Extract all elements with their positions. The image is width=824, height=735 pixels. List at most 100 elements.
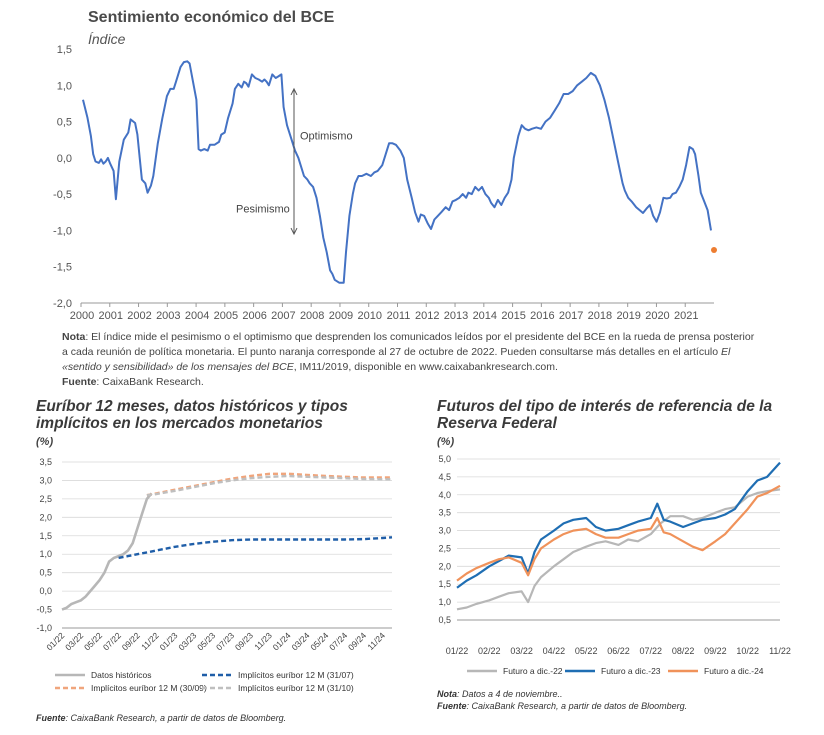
y-tick-label: 2,0 bbox=[39, 512, 52, 522]
x-tick-label: 2010 bbox=[357, 310, 381, 322]
series-line bbox=[146, 474, 392, 497]
x-tick-label: 05/22 bbox=[575, 646, 598, 656]
y-tick-label: 1,5 bbox=[57, 44, 72, 56]
x-tick-label: 2012 bbox=[415, 310, 439, 322]
x-tick-label: 2016 bbox=[530, 310, 554, 322]
y-tick-label: 0,0 bbox=[39, 586, 52, 596]
y-tick-label: 3,5 bbox=[39, 457, 52, 467]
y-tick-label: 1,5 bbox=[438, 579, 451, 589]
x-tick-label: 2020 bbox=[645, 310, 669, 322]
y-tick-label: 1,0 bbox=[39, 549, 52, 559]
y-tick-label: 5,0 bbox=[438, 454, 451, 464]
legend-label: Implícitos euríbor 12 M (30/09) bbox=[91, 683, 207, 693]
y-tick-label: 3,0 bbox=[438, 526, 451, 536]
y-tick-label: 1,0 bbox=[57, 80, 72, 92]
note-italic-top: El «sentido y sensibilidad» de los mensa… bbox=[62, 346, 731, 373]
x-tick-label: 2003 bbox=[156, 310, 180, 322]
chart-unit-fed: (%) bbox=[437, 436, 455, 448]
x-tick-label: 2000 bbox=[70, 310, 94, 322]
y-tick-label: 0,5 bbox=[57, 117, 72, 129]
legend-label: Implícitos euríbor 12 M (31/10) bbox=[238, 683, 354, 693]
note-text-fed: : Datos a 4 de noviembre.. bbox=[457, 689, 563, 699]
series-line bbox=[456, 461, 781, 589]
source-euribor: Fuente: CaixaBank Research, a partir de … bbox=[36, 713, 286, 723]
y-tick-label: 1,0 bbox=[438, 597, 451, 607]
x-tick-label: 2013 bbox=[444, 310, 468, 322]
source-text-euribor: : CaixaBank Research, a partir de datos … bbox=[65, 713, 287, 723]
x-tick-label: 2009 bbox=[329, 310, 353, 322]
y-tick-label: 2,5 bbox=[39, 494, 52, 504]
x-tick-label: 06/22 bbox=[607, 646, 630, 656]
x-tick-label: 2017 bbox=[559, 310, 583, 322]
y-tick-label: 0,5 bbox=[39, 568, 52, 578]
y-tick-label: 0,0 bbox=[57, 153, 72, 165]
legend-label: Futuro a dic.-23 bbox=[601, 666, 661, 676]
y-tick-label: 1,5 bbox=[39, 531, 52, 541]
x-tick-label: 01/22 bbox=[446, 646, 469, 656]
y-tick-label: 4,5 bbox=[438, 472, 451, 482]
x-tick-label: 2006 bbox=[242, 310, 266, 322]
x-tick-label: 2011 bbox=[387, 310, 411, 322]
x-tick-label: 09/22 bbox=[704, 646, 727, 656]
x-tick-label: 2002 bbox=[127, 310, 151, 322]
x-tick-label: 2001 bbox=[99, 310, 123, 322]
source-label-top: Fuente bbox=[62, 376, 97, 388]
y-tick-label: 2,5 bbox=[438, 543, 451, 553]
x-tick-label: 10/22 bbox=[736, 646, 759, 656]
x-tick-label: 11/22 bbox=[769, 646, 791, 656]
y-tick-label: -1,5 bbox=[53, 262, 72, 274]
x-tick-label: 2021 bbox=[674, 310, 698, 322]
source-label-euribor: Fuente bbox=[36, 713, 66, 723]
x-tick-label: 04/22 bbox=[543, 646, 566, 656]
legend-label: Futuro a dic.-24 bbox=[704, 666, 764, 676]
note-top: Nota: El índice mide el pesimismo o el o… bbox=[62, 330, 762, 390]
x-tick-label: 08/22 bbox=[672, 646, 695, 656]
y-tick-label: -1,0 bbox=[53, 225, 72, 237]
series-line bbox=[61, 492, 153, 611]
y-tick-label: -0,5 bbox=[36, 605, 52, 615]
y-tick-label: -2,0 bbox=[53, 298, 72, 310]
sentiment-line bbox=[82, 60, 712, 284]
chart-subtitle-top: Índice bbox=[88, 31, 126, 47]
x-tick-label: 2018 bbox=[588, 310, 612, 322]
legend-label: Futuro a dic.-22 bbox=[503, 666, 563, 676]
latest-point-marker bbox=[711, 247, 717, 254]
source-text-fed: : CaixaBank Research, a partir de datos … bbox=[466, 701, 688, 711]
note-text-top: : El índice mide el pesimismo o el optim… bbox=[62, 331, 755, 358]
series-line bbox=[118, 536, 393, 560]
x-tick-label: 07/22 bbox=[640, 646, 663, 656]
y-tick-label: 0,5 bbox=[438, 615, 451, 625]
note-label-fed: Nota bbox=[437, 689, 457, 699]
chart-title-euribor: Euríbor 12 meses, datos históricos y tip… bbox=[36, 398, 348, 432]
annotation-pesimismo: Pesimismo bbox=[236, 203, 290, 215]
series-line bbox=[456, 484, 781, 582]
arrow-up-head bbox=[290, 87, 298, 96]
source-text-top: : CaixaBank Research. bbox=[96, 376, 204, 388]
notes-fed: Nota: Datos a 4 de noviembre.. Fuente: C… bbox=[437, 688, 687, 712]
x-tick-label: 02/22 bbox=[478, 646, 501, 656]
x-tick-label: 2014 bbox=[473, 310, 497, 322]
x-tick-label: 2004 bbox=[185, 310, 209, 322]
note-end-top: , IM11/2019, disponible en www.caixabank… bbox=[293, 361, 558, 373]
arrow-down-head bbox=[290, 227, 298, 236]
y-tick-label: 3,0 bbox=[39, 475, 52, 485]
legend-label: Implícitos euríbor 12 M (31/07) bbox=[238, 670, 354, 680]
y-tick-label: 4,0 bbox=[438, 490, 451, 500]
y-tick-label: 3,5 bbox=[438, 508, 451, 518]
x-tick-label: 2015 bbox=[501, 310, 525, 322]
x-tick-label: 03/22 bbox=[510, 646, 533, 656]
annotation-optimismo: Optimismo bbox=[300, 131, 353, 143]
x-tick-label: 2005 bbox=[214, 310, 238, 322]
series-line bbox=[456, 488, 781, 611]
chart-title-top: Sentimiento económico del BCE bbox=[88, 9, 335, 26]
y-tick-label: 2,0 bbox=[438, 561, 451, 571]
chart-unit-euribor: (%) bbox=[36, 436, 54, 448]
note-label-top: Nota bbox=[62, 331, 86, 343]
x-tick-label: 2008 bbox=[300, 310, 324, 322]
y-tick-label: -1,0 bbox=[36, 623, 52, 633]
x-tick-label: 2007 bbox=[271, 310, 295, 322]
x-tick-label: 2019 bbox=[616, 310, 640, 322]
source-label-fed: Fuente bbox=[437, 701, 467, 711]
